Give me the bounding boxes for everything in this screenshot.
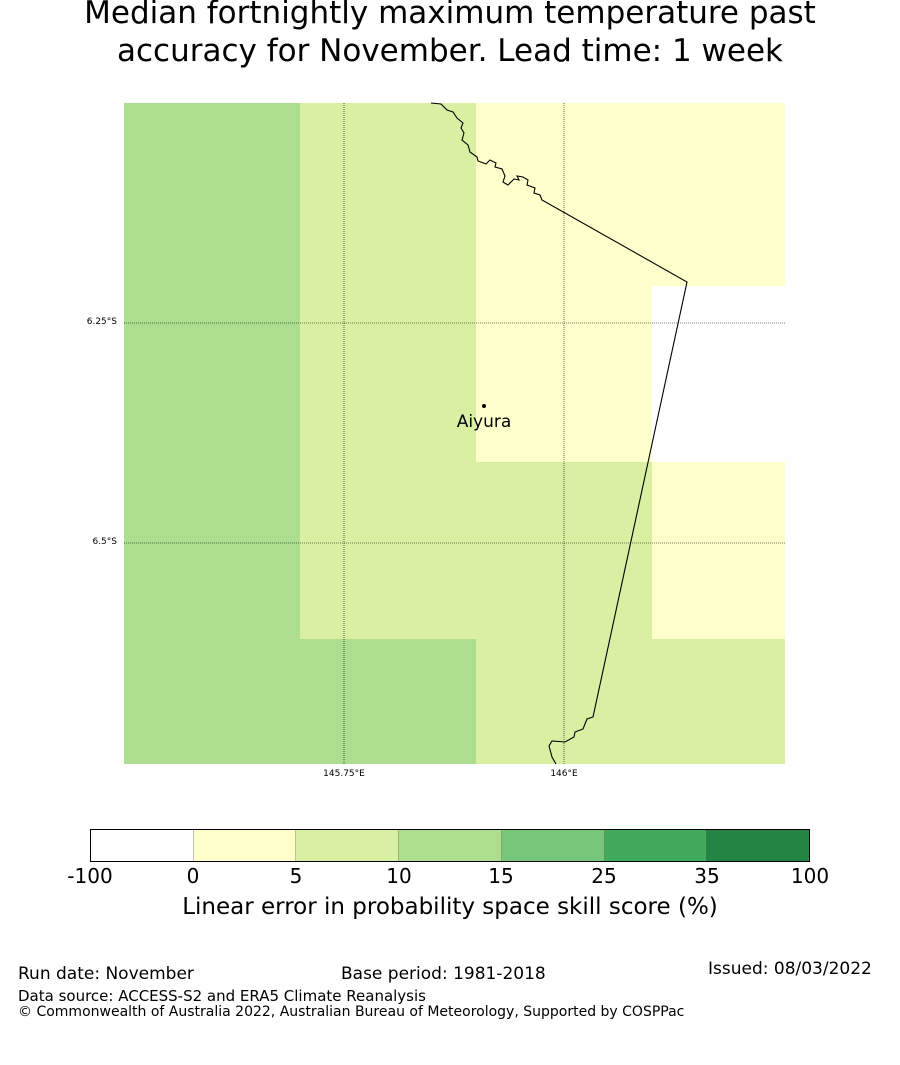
grid-cell [652,286,785,462]
grid-cell [300,639,476,764]
grid-cell [476,462,652,639]
grid-cell [300,462,476,639]
grid-cell [652,462,785,639]
place-label-aiyura: Aiyura [456,412,512,432]
chart-title: Median fortnightly maximum temperature p… [0,0,900,70]
graticule [124,103,785,764]
colorbar-tick: -100 [67,864,113,888]
grid-cell [300,286,476,462]
colorbar-tick: 10 [386,864,412,888]
skill-grid [124,103,785,764]
province-boundary [430,102,688,765]
chart-title-line-1: Median fortnightly maximum temperature p… [84,0,816,31]
colorbar-label: Linear error in probability space skill … [182,894,718,920]
copyright: © Commonwealth of Australia 2022, Austra… [18,1004,685,1020]
colorbar-tick: 0 [186,864,200,888]
colorbar-tick: 100 [790,864,830,888]
chart-title-line-2: accuracy for November. Lead time: 1 week [116,33,783,69]
colorbar-tick: 15 [488,864,514,888]
issued-date: Issued: 08/03/2022 [708,959,872,979]
colorbar-tick: 5 [289,864,303,888]
lat-label-6-5: 6.5°S [92,537,117,547]
colorbar-segment-25-to-35 [604,830,708,861]
base-period: Base period: 1981-2018 [341,964,546,984]
colorbar [90,829,810,862]
colorbar-tick: 35 [694,864,720,888]
colorbar-segment-0-to-5 [193,830,297,861]
aiyura-marker [482,404,486,408]
grid-cell [652,103,785,286]
colorbar-segment-5-to-10 [296,830,400,861]
colorbar-segment--100-to-0 [91,830,194,861]
grid-cell [300,103,476,286]
colorbar-segment-10-to-15 [399,830,502,861]
lon-label-146: 146°E [550,769,578,779]
grid-cell [652,639,785,764]
colorbar-tick: 25 [591,864,617,888]
map-canvas [124,102,785,765]
colorbar-segment-15-to-25 [501,830,605,861]
colorbar-segment-35-to-100 [707,830,810,861]
lon-label-145-75: 145.75°E [323,769,365,779]
grid-cell [124,103,300,286]
run-date: Run date: November [18,964,194,984]
grid-cell [124,286,300,462]
grid-cell [476,103,652,286]
lat-label-6-25: 6.25°S [86,317,117,327]
grid-cell [124,639,300,764]
grid-cell [124,462,300,639]
data-source: Data source: ACCESS-S2 and ERA5 Climate … [18,987,426,1005]
